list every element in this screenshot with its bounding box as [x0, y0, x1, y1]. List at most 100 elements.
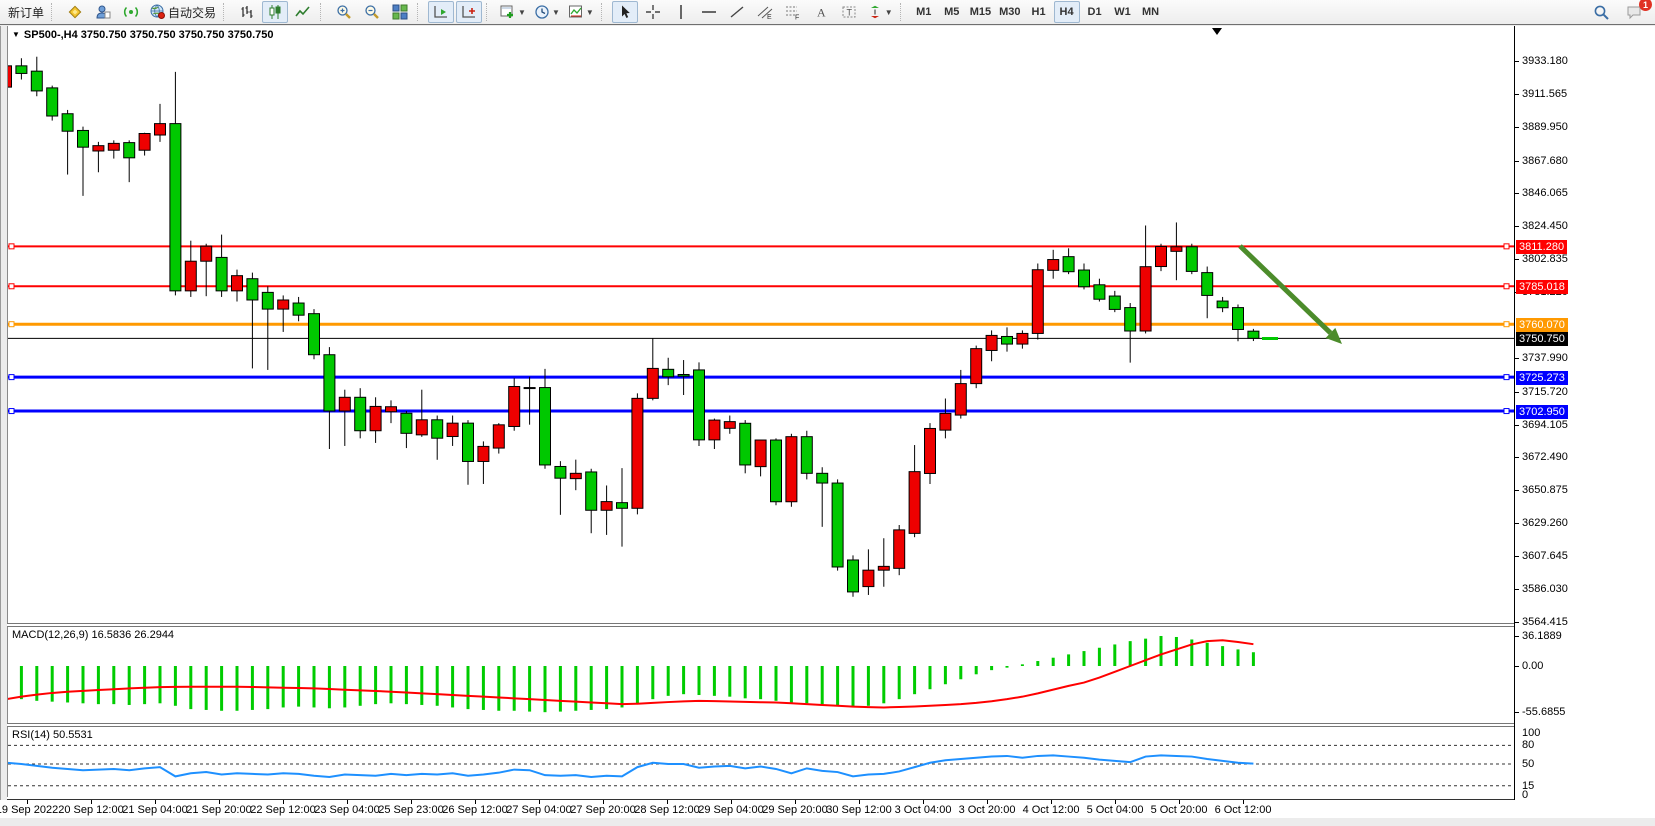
fibonacci-button[interactable]: F — [780, 1, 806, 23]
tb-timeframe-m30[interactable]: M30 — [999, 6, 1021, 18]
trend-arrow-head[interactable] — [1325, 327, 1342, 344]
line-chart-button[interactable] — [290, 1, 316, 23]
candle[interactable] — [0, 62, 12, 92]
candle[interactable] — [893, 525, 906, 576]
candle[interactable] — [1078, 263, 1090, 290]
candle[interactable] — [508, 378, 521, 431]
candle[interactable] — [446, 415, 459, 446]
new-chart-button[interactable]: ▼ — [497, 1, 529, 23]
chart-shift-button[interactable] — [456, 1, 483, 23]
candle[interactable] — [662, 357, 675, 386]
candle[interactable] — [92, 141, 105, 173]
chevron-down-icon[interactable]: ▼ — [518, 7, 526, 17]
candle[interactable] — [924, 423, 936, 484]
candle[interactable] — [1139, 225, 1152, 334]
candle[interactable] — [107, 140, 120, 159]
bar-chart-button[interactable] — [234, 1, 260, 23]
candle[interactable] — [1247, 328, 1260, 342]
zoom-out-button[interactable] — [359, 1, 385, 23]
candle[interactable] — [385, 400, 397, 424]
panel-separator[interactable] — [7, 623, 1514, 627]
time-axis[interactable]: 19 Sep 2022 20 Sep 12:00 21 Sep 04:00 21 Se… — [0, 800, 1655, 818]
candle[interactable] — [1170, 222, 1183, 281]
candle[interactable] — [1124, 303, 1137, 363]
horizontal-line-button[interactable] — [696, 1, 722, 23]
templates-button[interactable]: ▼ — [565, 1, 597, 23]
candle[interactable] — [554, 461, 567, 515]
notifications-button[interactable]: 1 — [1621, 0, 1652, 23]
auto-scroll-button[interactable] — [428, 1, 455, 23]
candle[interactable] — [785, 433, 798, 507]
signal-button[interactable] — [118, 1, 144, 23]
candle[interactable] — [1232, 304, 1244, 342]
macd-chart-canvas[interactable] — [4, 627, 1514, 723]
arrows-button[interactable]: ▼ — [864, 1, 896, 23]
candle[interactable] — [770, 438, 782, 506]
tb-timeframe-d1[interactable]: D1 — [1087, 6, 1102, 18]
crosshair-button[interactable] — [640, 1, 666, 23]
chevron-down-icon[interactable]: ▼ — [884, 7, 893, 17]
line-endpoint-handle[interactable] — [8, 321, 15, 328]
candle[interactable] — [492, 423, 505, 454]
candlestick-button[interactable] — [262, 1, 289, 23]
candle[interactable] — [200, 243, 213, 297]
candle[interactable] — [1108, 290, 1121, 313]
vertical-line-button[interactable] — [668, 1, 694, 23]
candle[interactable] — [261, 286, 274, 370]
cursor-button[interactable] — [611, 1, 638, 23]
chevron-down-icon[interactable]: ▼ — [551, 7, 560, 17]
candle[interactable] — [1093, 278, 1106, 302]
candle[interactable] — [400, 410, 413, 449]
candle[interactable] — [754, 439, 767, 477]
candle[interactable] — [831, 479, 844, 571]
candle[interactable] — [277, 295, 290, 332]
candle[interactable] — [231, 269, 243, 302]
channel-button[interactable]: E — [752, 1, 778, 23]
candle[interactable] — [939, 398, 952, 439]
candle[interactable] — [569, 459, 582, 491]
candle[interactable] — [292, 296, 305, 322]
candle[interactable] — [15, 58, 28, 80]
price-axis[interactable]: 3933.180 3911.565 3889.950 3867.680 3846.065… — [1514, 26, 1655, 801]
line-endpoint-handle[interactable] — [1503, 283, 1510, 290]
candle[interactable] — [677, 360, 690, 396]
candle[interactable] — [1047, 249, 1060, 279]
line-endpoint-handle[interactable] — [1503, 243, 1510, 250]
rsi-chart-canvas[interactable] — [5, 727, 1514, 797]
candle[interactable] — [462, 420, 474, 485]
profile-button[interactable] — [90, 1, 116, 23]
candle[interactable] — [30, 56, 43, 97]
rsi-indicator-panel[interactable]: RSI(14) 50.5531 — [5, 727, 1514, 797]
candle[interactable] — [646, 338, 659, 401]
line-endpoint-handle[interactable] — [1503, 321, 1510, 328]
candle[interactable] — [354, 388, 367, 439]
candle[interactable] — [739, 420, 752, 474]
candle[interactable] — [154, 103, 166, 142]
candle[interactable] — [477, 441, 490, 484]
candle[interactable] — [169, 71, 182, 296]
text-button[interactable]: A — [808, 1, 834, 23]
new-order-button[interactable]: 新订单 — [3, 1, 47, 23]
candle[interactable] — [1185, 243, 1198, 275]
candle[interactable] — [539, 368, 551, 469]
zoom-in-button[interactable] — [331, 1, 357, 23]
periods-button[interactable]: ▼ — [531, 1, 563, 23]
candle[interactable] — [308, 309, 320, 360]
trendline-button[interactable] — [724, 1, 750, 23]
candle[interactable] — [862, 549, 875, 595]
candle[interactable] — [631, 393, 644, 515]
candle[interactable] — [61, 109, 74, 175]
line-endpoint-handle[interactable] — [8, 283, 15, 290]
line-endpoint-handle[interactable] — [8, 408, 15, 415]
trend-arrow-line[interactable] — [1238, 244, 1333, 335]
candle[interactable] — [585, 468, 598, 534]
candle[interactable] — [816, 467, 829, 527]
candle[interactable] — [708, 418, 721, 449]
candle[interactable] — [415, 389, 428, 437]
candle[interactable] — [1062, 248, 1075, 275]
candle[interactable] — [908, 445, 921, 538]
chart-shift-marker-icon[interactable] — [1212, 28, 1222, 35]
candle[interactable] — [1016, 330, 1029, 349]
tb-timeframe-m15[interactable]: M15 — [969, 6, 992, 18]
candle[interactable] — [800, 430, 813, 480]
